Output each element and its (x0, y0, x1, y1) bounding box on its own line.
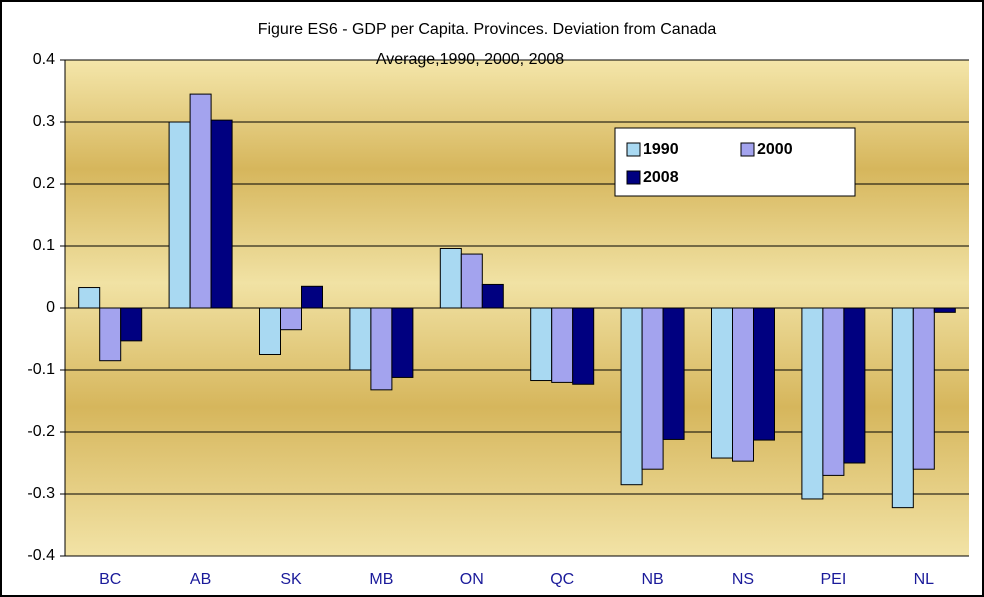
bar (912, 307, 935, 470)
y-tick-label: 0 (46, 299, 55, 316)
bar (189, 93, 212, 309)
bar (641, 307, 664, 470)
bar (280, 307, 302, 331)
legend (614, 127, 856, 197)
bar (933, 307, 956, 313)
x-tick-label: NL (914, 571, 935, 588)
y-tick-label: -0.3 (27, 485, 55, 502)
y-tick-label: 0.3 (33, 113, 55, 130)
y-tick-label: -0.2 (27, 423, 55, 440)
y-tick-label: 0.1 (33, 237, 55, 254)
x-tick-label: PEI (821, 571, 847, 588)
bar (78, 287, 101, 309)
bar (572, 307, 595, 385)
bar (481, 283, 504, 309)
bar (801, 307, 824, 500)
bar (711, 307, 733, 459)
bar (843, 307, 866, 464)
legend-swatch (626, 170, 641, 185)
legend-swatch (626, 142, 641, 157)
x-tick-label: NB (641, 571, 663, 588)
legend-swatch (740, 142, 755, 157)
x-tick-label: NS (732, 571, 754, 588)
legend-label: 2008 (643, 169, 679, 186)
bar (530, 307, 553, 382)
bar (259, 307, 281, 355)
bar (99, 307, 122, 362)
legend-label: 1990 (643, 141, 679, 158)
bar (391, 307, 414, 378)
y-tick-label: 0.4 (33, 51, 55, 68)
bar (120, 307, 143, 342)
x-tick-label: ON (460, 571, 484, 588)
bar (370, 307, 393, 391)
bar (551, 307, 574, 383)
bar (210, 119, 233, 309)
bar (301, 285, 323, 309)
bar (891, 307, 914, 509)
bar (349, 307, 372, 371)
bar (168, 121, 191, 309)
bar (439, 247, 462, 309)
legend-label: 2000 (757, 141, 793, 158)
x-tick-label: BC (99, 571, 121, 588)
y-tick-label: 0.2 (33, 175, 55, 192)
x-tick-label: SK (280, 571, 302, 588)
bar (732, 307, 754, 462)
x-tick-label: AB (190, 571, 211, 588)
x-tick-label: QC (550, 571, 574, 588)
y-tick-label: -0.1 (27, 361, 55, 378)
bar (662, 307, 685, 440)
bar (620, 307, 643, 486)
chart-title: Figure ES6 - GDP per Capita. Provinces. … (258, 21, 717, 38)
x-tick-label: MB (369, 571, 393, 588)
bar (460, 253, 483, 309)
bar (822, 307, 845, 476)
bar (753, 307, 775, 441)
y-tick-label: -0.4 (27, 547, 55, 564)
